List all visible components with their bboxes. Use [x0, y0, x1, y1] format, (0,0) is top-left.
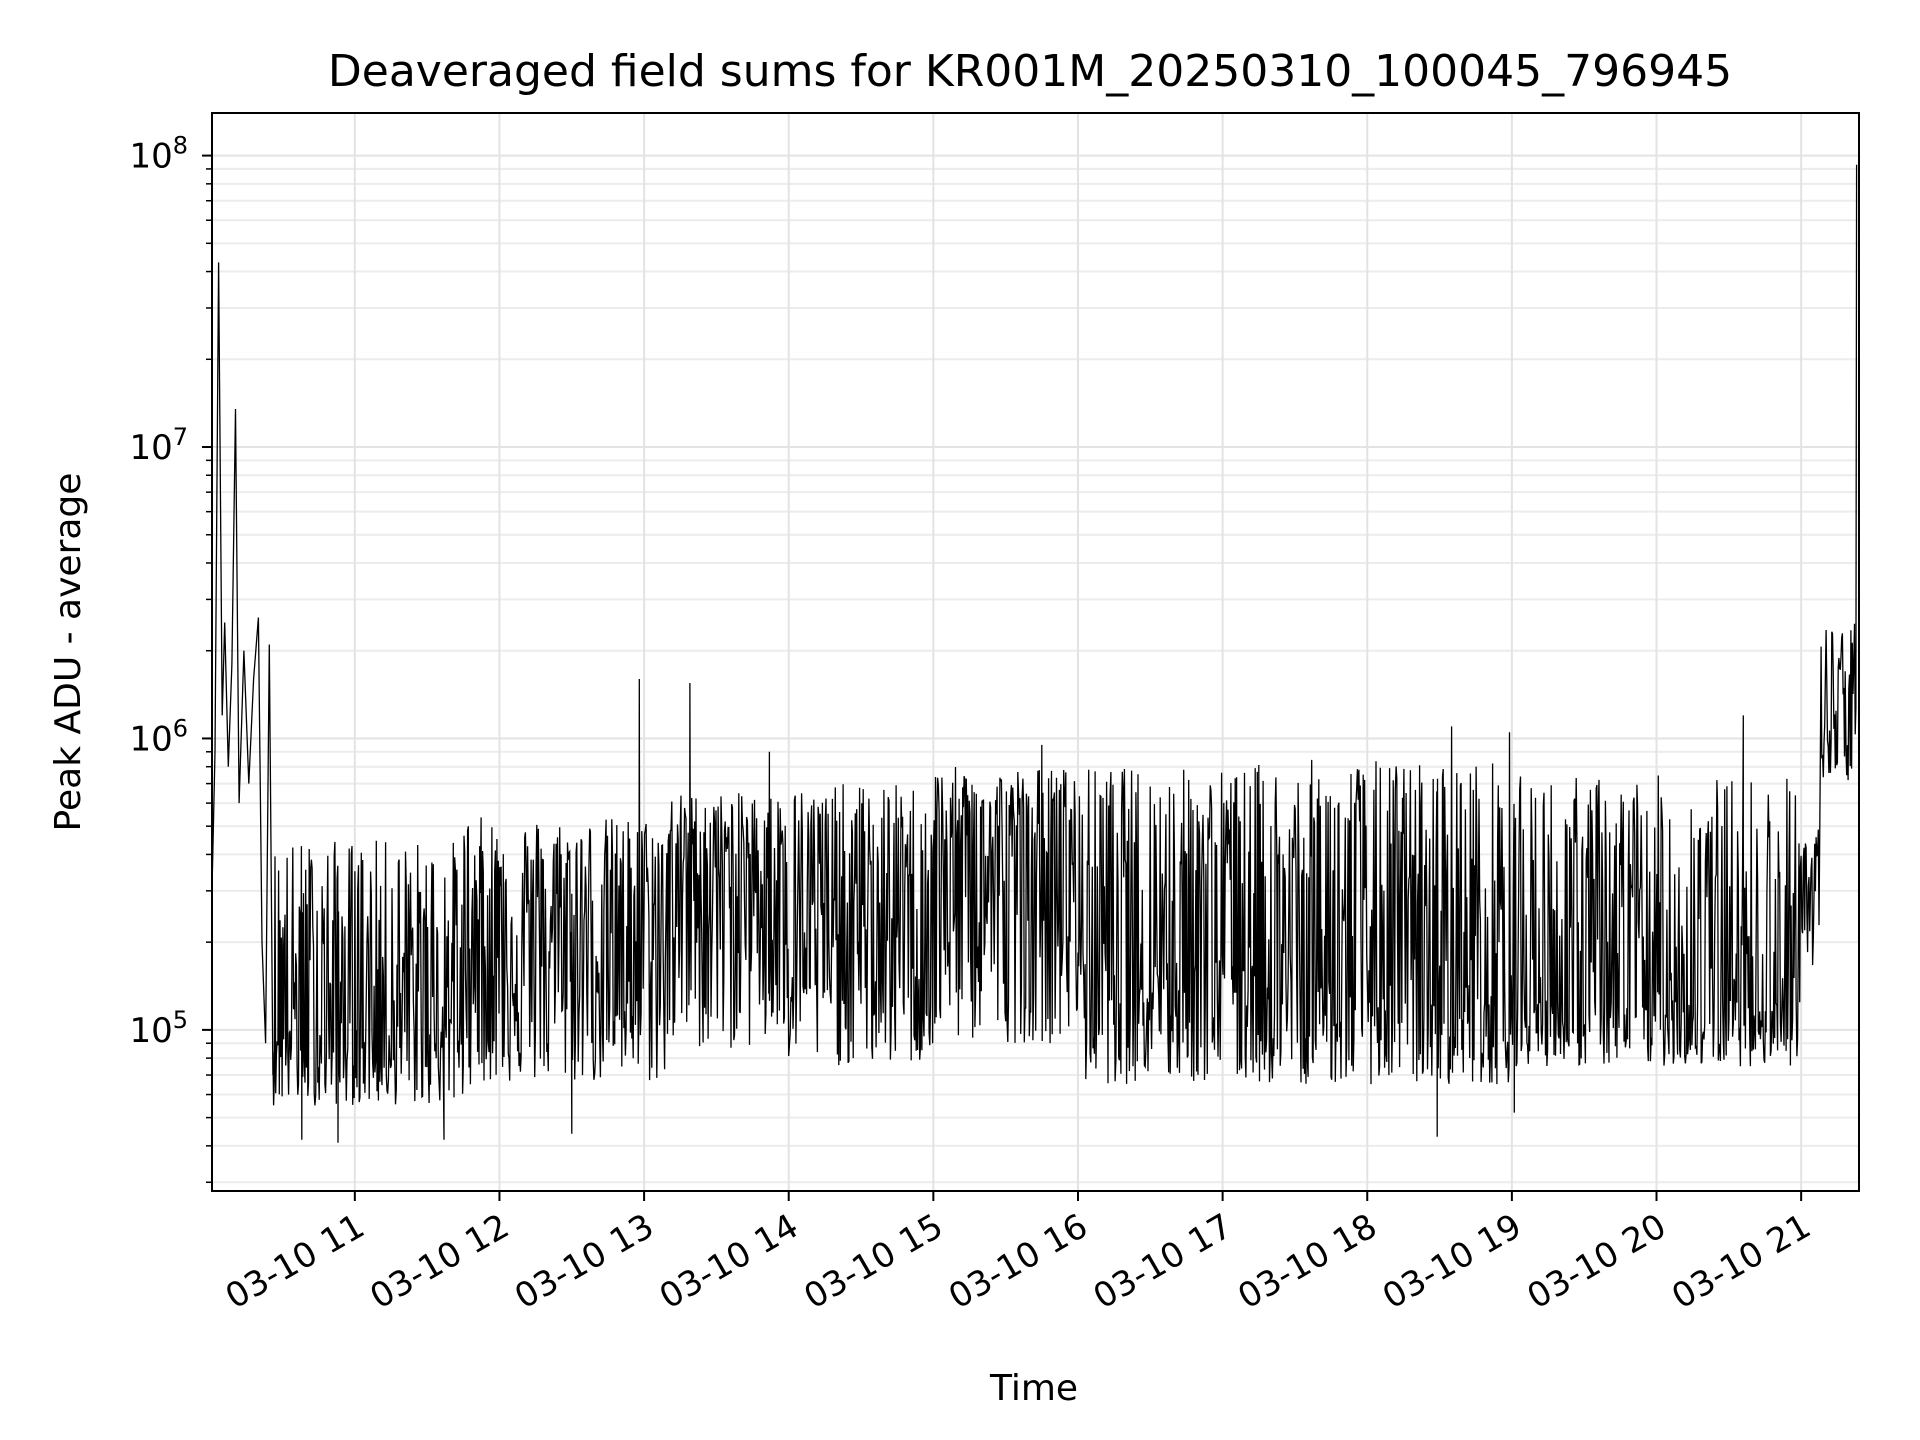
- y-tick-label: 105: [129, 1006, 188, 1051]
- series-line: [211, 164, 1858, 1143]
- y-tick-label: 108: [129, 132, 188, 177]
- x-axis-title: Time: [989, 1368, 1078, 1409]
- y-tick-label: 106: [129, 714, 188, 759]
- chart-title: Deaveraged field sums for KR001M_2025031…: [328, 46, 1732, 97]
- y-axis-title: Peak ADU - average: [48, 473, 89, 832]
- y-tick-label: 107: [129, 423, 188, 468]
- series-path: [211, 164, 1858, 1143]
- y-axis: 105 106 107 108: [129, 132, 212, 1184]
- plot-frame: [211, 112, 1860, 1192]
